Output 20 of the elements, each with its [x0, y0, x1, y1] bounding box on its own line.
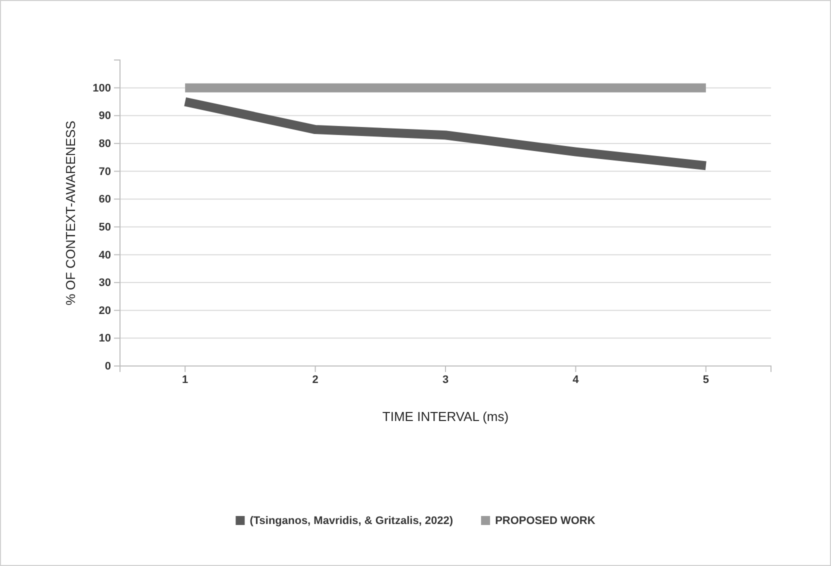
y-tick-label: 60 [98, 194, 111, 206]
y-tick-label: 50 [98, 221, 111, 234]
y-tick-label: 90 [98, 110, 111, 122]
y-tick-label: 40 [98, 249, 111, 262]
y-tick-label: 20 [98, 304, 111, 317]
y-tick-label: 0 [104, 360, 111, 373]
y-tick-label: 70 [98, 166, 111, 178]
legend-label: PROPOSED WORK [495, 515, 596, 527]
x-tick-label: 4 [572, 374, 580, 386]
x-tick-label: 1 [182, 374, 188, 386]
y-tick-label: 30 [98, 277, 111, 290]
x-axis-title: TIME INTERVAL (ms) [382, 409, 509, 424]
x-tick-label: 2 [312, 374, 318, 386]
y-tick-label: 10 [98, 332, 111, 345]
y-tick-label: 100 [92, 82, 111, 94]
x-tick-label: 3 [442, 374, 449, 386]
x-tick-label: 5 [702, 374, 709, 386]
y-axis-title: % OF CONTEXT-AWARENESS [63, 120, 78, 306]
legend-label: (Tsinganos, Mavridis, & Gritzalis, 2022) [250, 515, 454, 527]
y-tick-label: 80 [98, 138, 111, 150]
